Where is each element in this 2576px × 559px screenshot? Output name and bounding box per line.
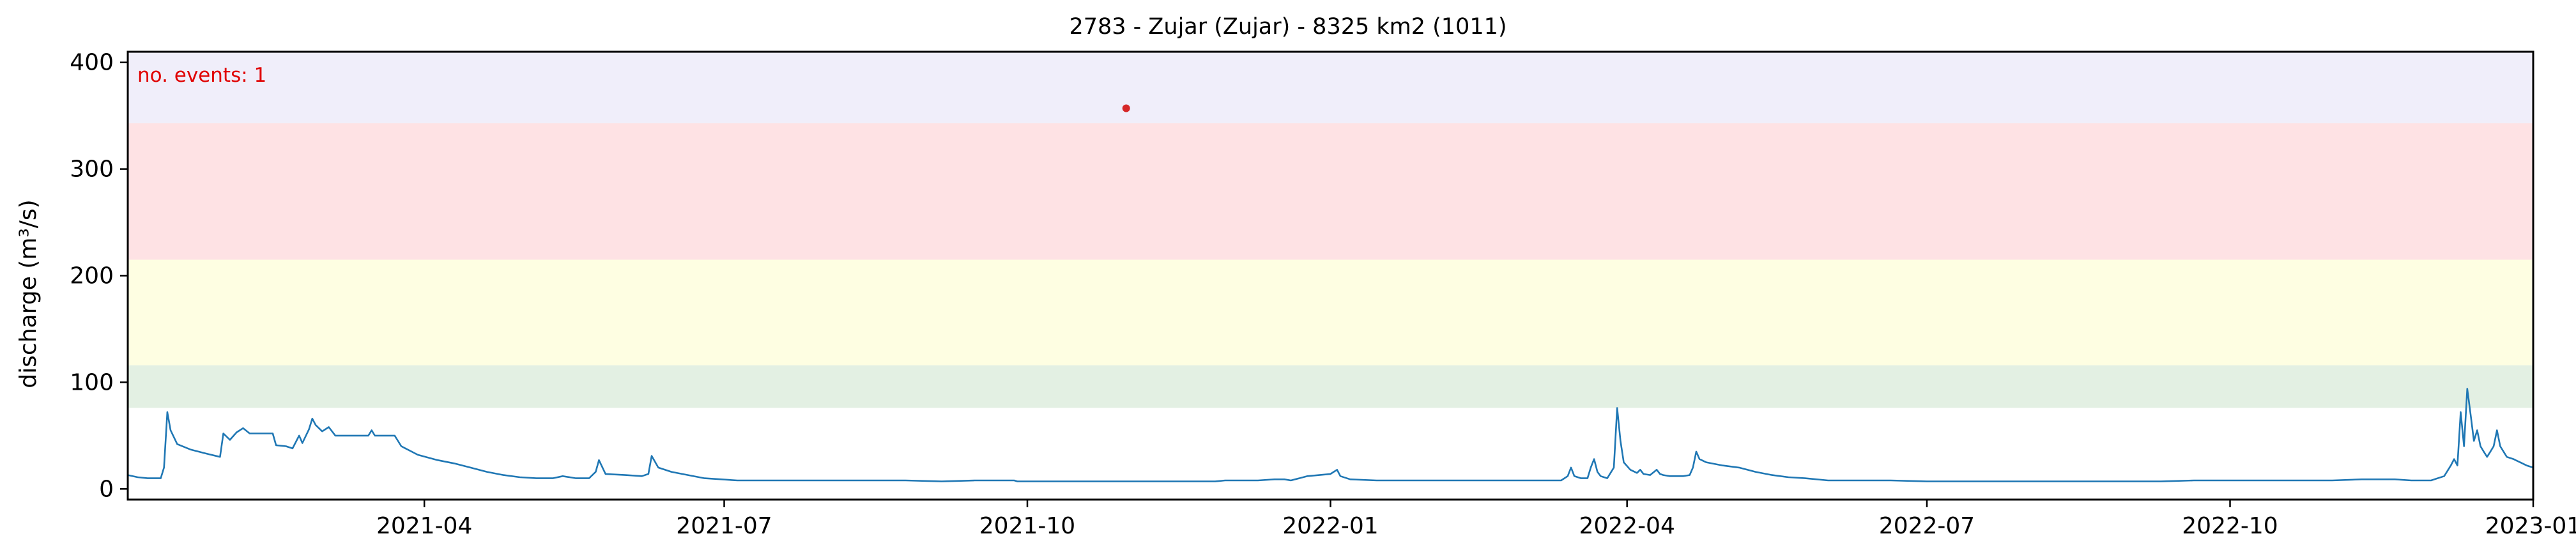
- x-tick-label: 2022-01: [1282, 513, 1378, 539]
- x-tick-label: 2022-04: [1579, 513, 1675, 539]
- y-tick-label: 400: [70, 50, 114, 76]
- chart-title: 2783 - Zujar (Zujar) - 8325 km2 (1011): [1069, 14, 1506, 40]
- event-marker-1: [1122, 104, 1130, 112]
- x-tick-label: 2021-07: [676, 513, 772, 539]
- events-count-label: no. events: 1: [137, 64, 266, 87]
- x-tick-label: 2022-10: [2182, 513, 2278, 539]
- y-axis: 0 100 200 300 400: [70, 50, 128, 502]
- series-line-1: [127, 388, 2534, 482]
- y-tick-label: 100: [70, 369, 114, 395]
- threshold-band-2: [128, 259, 2533, 365]
- y-tick-label: 0: [99, 476, 114, 502]
- x-axis: 2021-04 2021-07 2021-10 2022-01 2022-04 2022-…: [376, 500, 2576, 539]
- threshold-band-4: [128, 52, 2533, 123]
- x-tick-label: 2023-01: [2485, 513, 2576, 539]
- events-layer: [1122, 104, 1130, 112]
- y-axis-label: discharge (m³/s): [15, 199, 42, 388]
- threshold-band-1: [128, 365, 2533, 408]
- threshold-bands: [128, 52, 2533, 408]
- x-tick-label: 2022-07: [1879, 513, 1975, 539]
- x-tick-label: 2021-04: [376, 513, 472, 539]
- threshold-band-3: [128, 123, 2533, 260]
- y-tick-label: 200: [70, 263, 114, 289]
- series-layer: [127, 388, 2534, 482]
- y-tick-label: 300: [70, 157, 114, 183]
- x-tick-label: 2021-10: [979, 513, 1075, 539]
